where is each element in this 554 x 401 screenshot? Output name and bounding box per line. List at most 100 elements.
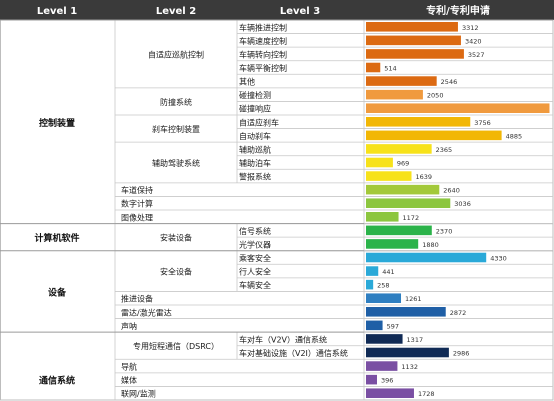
header-level1: Level 1 <box>37 6 77 17</box>
header-level2: Level 2 <box>156 6 196 17</box>
level2-label: 声呐 <box>121 321 137 331</box>
level3-label: 辅助泊车 <box>239 158 271 168</box>
level1-label: 设备 <box>48 286 67 298</box>
bar <box>366 89 423 100</box>
bar <box>366 307 446 317</box>
bar-value-label: 1317 <box>407 336 424 344</box>
bar-value-label: 3312 <box>462 24 479 32</box>
level2-label: 刹车控制装置 <box>152 124 200 134</box>
bar-value-label: 3036 <box>454 200 471 208</box>
level2-label: 车道保持 <box>121 185 153 195</box>
level2-label: 安装设备 <box>160 233 192 243</box>
level3-label: 警报系统 <box>239 172 271 182</box>
bar-value-label: 1132 <box>401 363 418 371</box>
bar-value-label: 3527 <box>468 51 485 59</box>
bar <box>366 117 471 127</box>
bar <box>366 279 374 290</box>
bar-value-label: 2872 <box>450 309 467 317</box>
bar <box>366 212 399 222</box>
bar-value-label: 2050 <box>427 92 444 100</box>
bar <box>366 293 402 303</box>
bar <box>366 171 412 181</box>
level3-label: 碰撞检测 <box>239 90 271 100</box>
level1-label: 计算机软件 <box>34 232 79 244</box>
bar <box>366 266 379 276</box>
bar-value-label: 3420 <box>465 37 482 45</box>
bar-value-label: 4885 <box>506 132 523 140</box>
text-layer: 自适应巡航控制防撞系统刹车控制装置辅助驾驶系统车道保持数字计算图像处理安装设备安… <box>34 22 554 398</box>
bar-value-label: 3756 <box>474 119 491 127</box>
bar-value-label: 1880 <box>422 241 439 249</box>
bar-value-label: 2640 <box>443 187 460 195</box>
bar-value-label: 1261 <box>405 295 422 303</box>
level2-label: 辅助驾驶系统 <box>152 158 200 168</box>
bar <box>366 144 432 154</box>
bar-value-label: 1172 <box>403 214 420 222</box>
bar <box>366 347 449 358</box>
bar <box>366 22 458 32</box>
bar-value-label: 258 <box>377 282 389 290</box>
bar-value-label: 2546 <box>441 78 458 86</box>
level3-label: 自适应刹车 <box>239 117 279 127</box>
bar-value-label: 2365 <box>436 146 453 154</box>
level3-label: 其他 <box>239 77 255 87</box>
bar-value-label: 969 <box>397 160 409 168</box>
level3-label: 车对基础设施（V2I）通信系统 <box>239 348 348 358</box>
level3-label: 车辆平衡控制 <box>239 63 287 73</box>
level3-label: 辅助巡航 <box>239 144 271 154</box>
header-level3: Level 3 <box>280 6 320 17</box>
bar-value-label: 514 <box>384 65 396 73</box>
bar <box>366 239 419 249</box>
level3-label: 乘客安全 <box>239 253 271 263</box>
level3-label: 光学仪器 <box>239 239 271 249</box>
header-patents: 专利/专利申请 <box>426 4 490 17</box>
level3-label: 碰撞响应 <box>239 104 271 114</box>
bar <box>366 184 440 195</box>
level2-label: 媒体 <box>121 375 137 385</box>
table-grid <box>0 19 554 401</box>
level2-label: 数字计算 <box>121 199 153 209</box>
level3-label: 行人安全 <box>239 267 271 277</box>
bar <box>366 198 451 208</box>
header-row: Level 1 Level 2 Level 3 专利/专利申请 <box>0 0 554 20</box>
bar <box>366 374 377 385</box>
bar <box>366 130 502 141</box>
bar <box>366 103 550 113</box>
bar <box>366 62 381 73</box>
bar <box>366 76 437 86</box>
level3-label: 车对车（V2V）通信系统 <box>239 334 327 344</box>
bar <box>366 252 487 263</box>
bar-value-label: 4330 <box>490 255 507 263</box>
level2-label: 导航 <box>121 362 137 372</box>
bar <box>366 225 432 236</box>
bar <box>366 49 464 59</box>
level2-label: 推进设备 <box>121 294 153 304</box>
level2-label: 自适应巡航控制 <box>148 49 204 59</box>
level2-label: 专用短程通信（DSRC） <box>133 341 219 351</box>
bar <box>366 320 383 331</box>
bar <box>366 157 393 168</box>
bar-value-label: 441 <box>382 268 394 276</box>
bar-value-label: 2370 <box>436 227 453 235</box>
header-cell-level3 <box>237 0 364 20</box>
bar-value-label: 2986 <box>453 350 470 358</box>
level1-label: 控制装置 <box>39 117 75 129</box>
level1-label: 通信系统 <box>39 375 75 387</box>
bar-value-label: 1728 <box>418 390 435 398</box>
header-cell-level2 <box>115 0 237 20</box>
header-cell-level1 <box>0 0 115 20</box>
bar-value-label: 597 <box>387 322 399 330</box>
level2-label: 图像处理 <box>121 212 153 222</box>
level2-label: 安全设备 <box>160 267 192 277</box>
bar-value-label: 396 <box>381 377 393 385</box>
bar <box>366 388 414 398</box>
level3-label: 车辆安全 <box>239 280 271 290</box>
level2-label: 联网/监测 <box>121 389 156 399</box>
level3-label: 信号系统 <box>239 226 271 236</box>
bar <box>366 361 398 371</box>
bar-value-label: 1639 <box>416 173 433 181</box>
level3-label: 车辆速度控制 <box>239 36 287 46</box>
bars-layer <box>366 22 550 398</box>
level2-label: 雷达/激光雷达 <box>121 307 172 317</box>
